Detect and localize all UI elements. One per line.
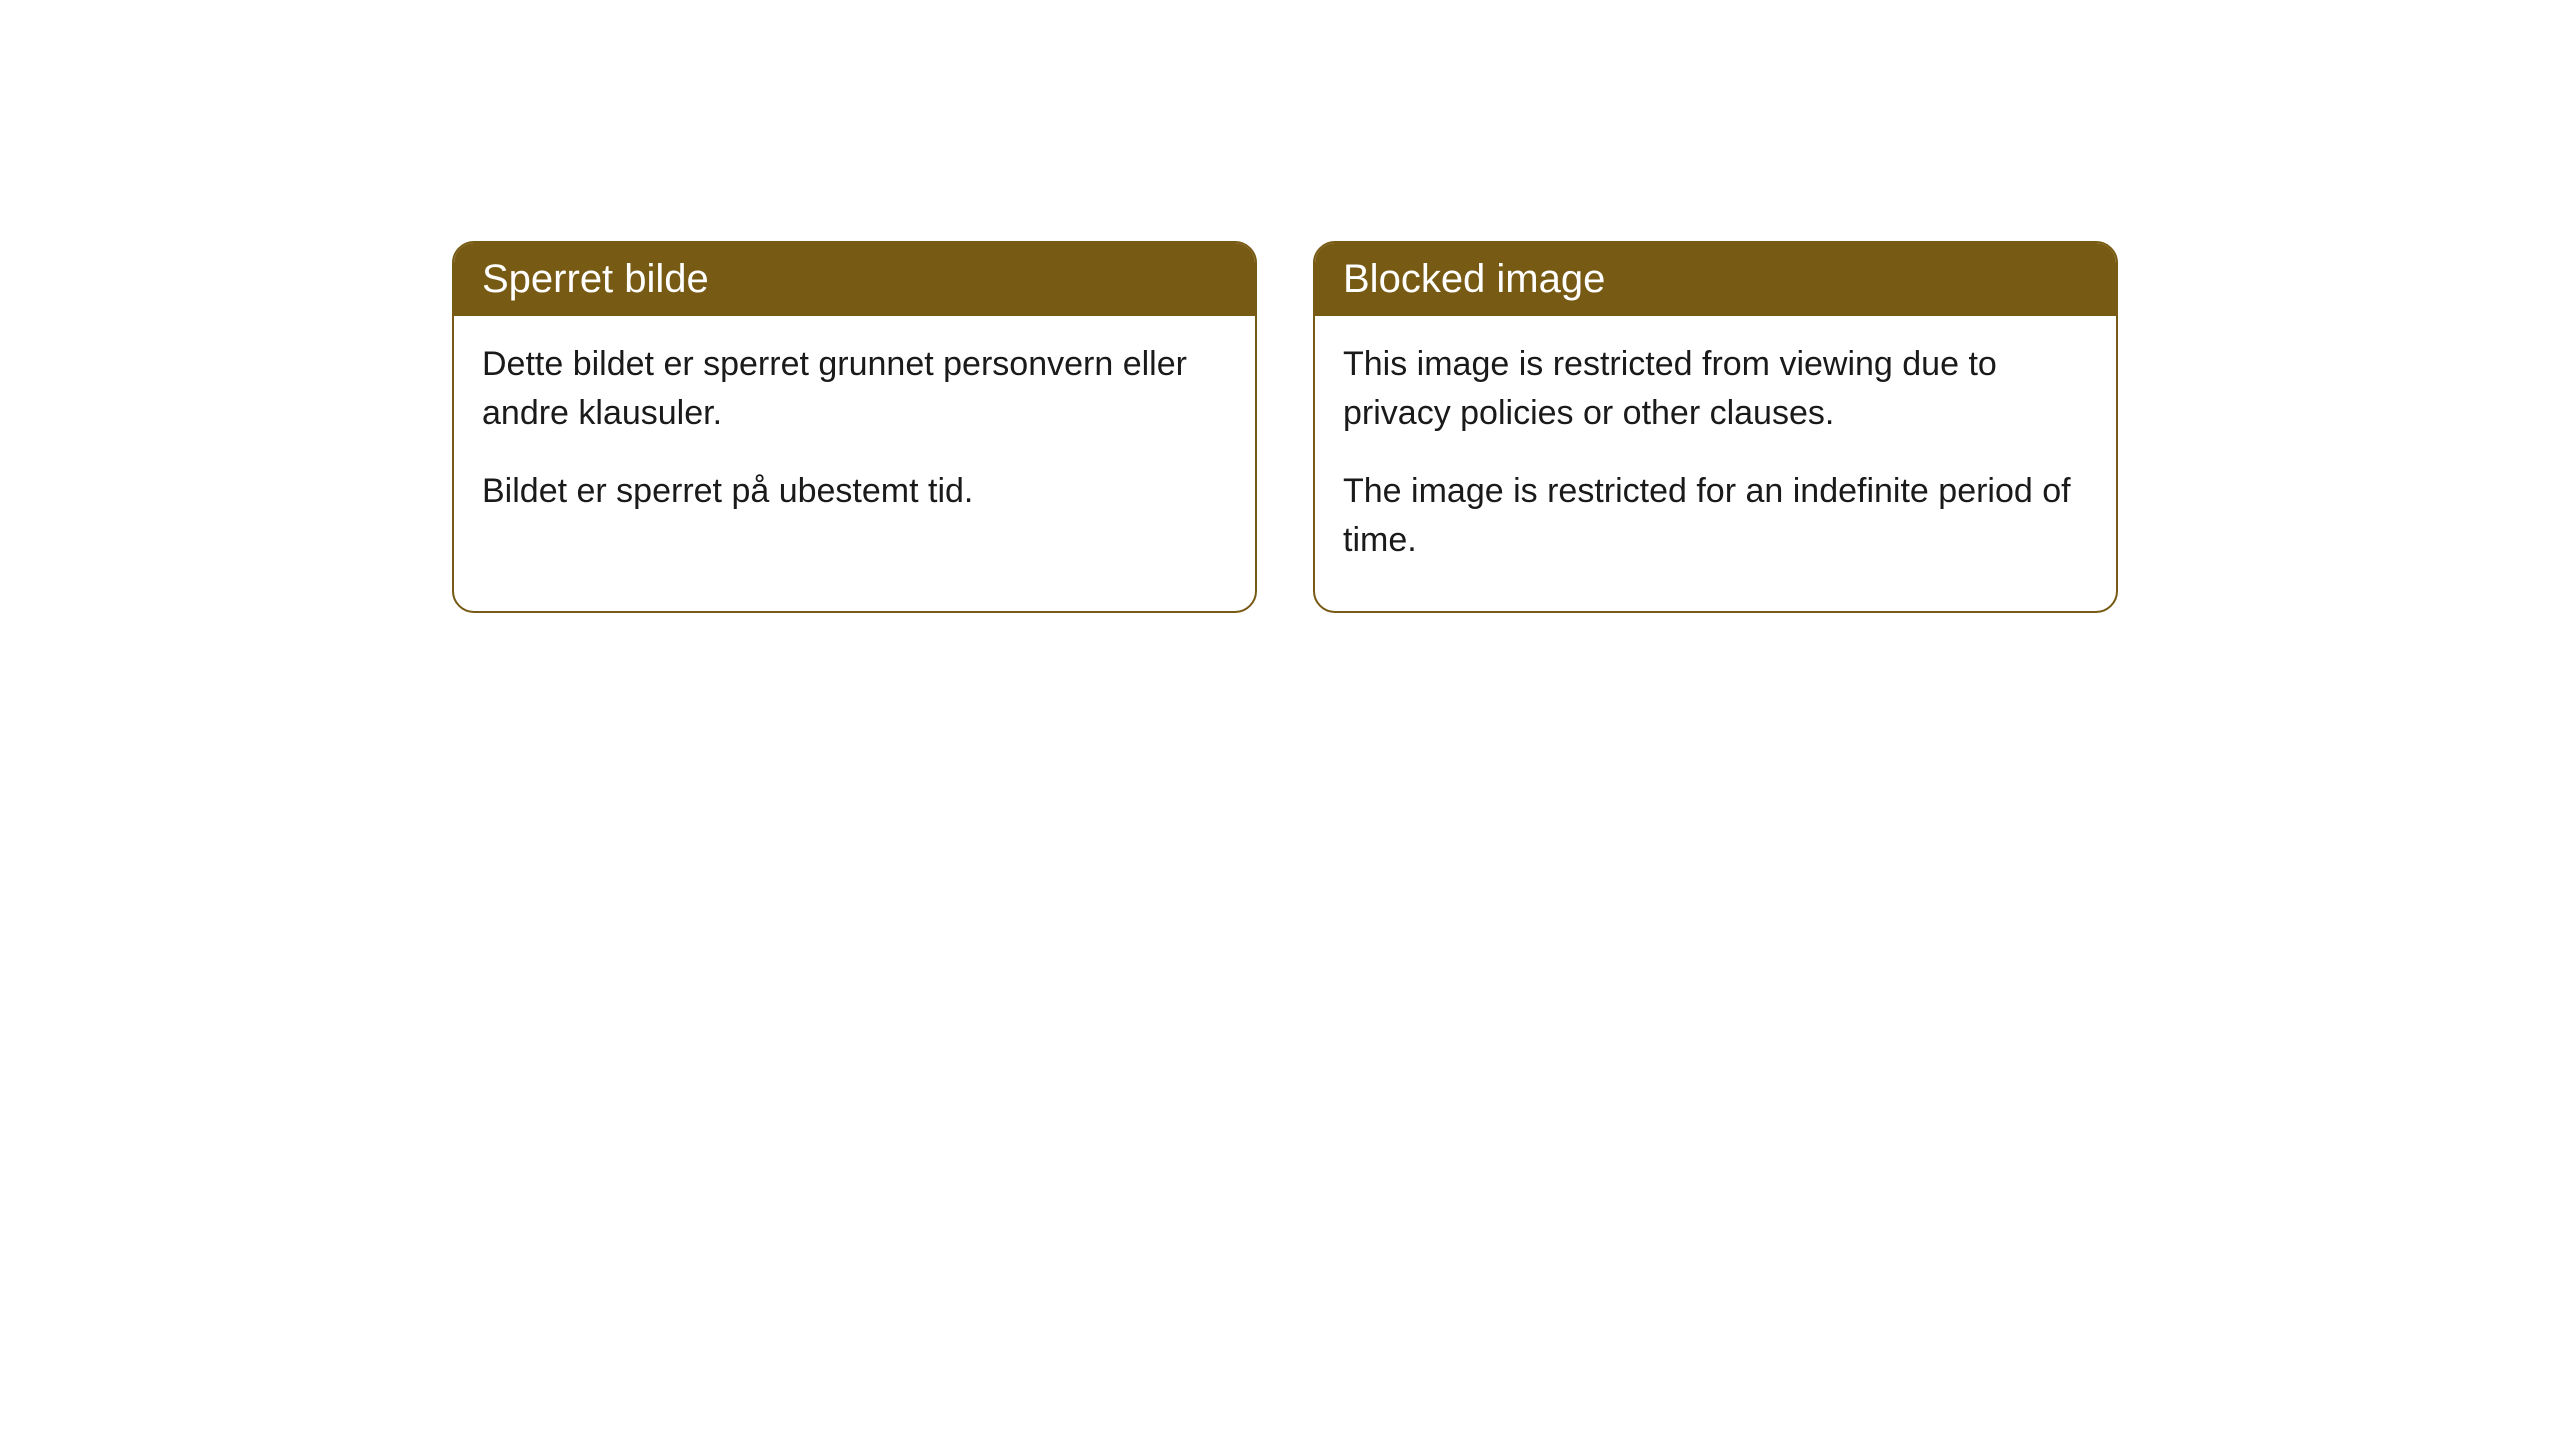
card-header-en: Blocked image bbox=[1315, 243, 2116, 316]
card-text-en-2: The image is restricted for an indefinit… bbox=[1343, 467, 2088, 566]
card-body-en: This image is restricted from viewing du… bbox=[1315, 316, 2116, 611]
card-text-no-1: Dette bildet er sperret grunnet personve… bbox=[482, 340, 1227, 439]
blocked-image-card-en: Blocked image This image is restricted f… bbox=[1313, 241, 2118, 613]
cards-container: Sperret bilde Dette bildet er sperret gr… bbox=[452, 241, 2118, 613]
blocked-image-card-no: Sperret bilde Dette bildet er sperret gr… bbox=[452, 241, 1257, 613]
card-text-en-1: This image is restricted from viewing du… bbox=[1343, 340, 2088, 439]
card-body-no: Dette bildet er sperret grunnet personve… bbox=[454, 316, 1255, 562]
card-text-no-2: Bildet er sperret på ubestemt tid. bbox=[482, 467, 1227, 516]
card-header-no: Sperret bilde bbox=[454, 243, 1255, 316]
